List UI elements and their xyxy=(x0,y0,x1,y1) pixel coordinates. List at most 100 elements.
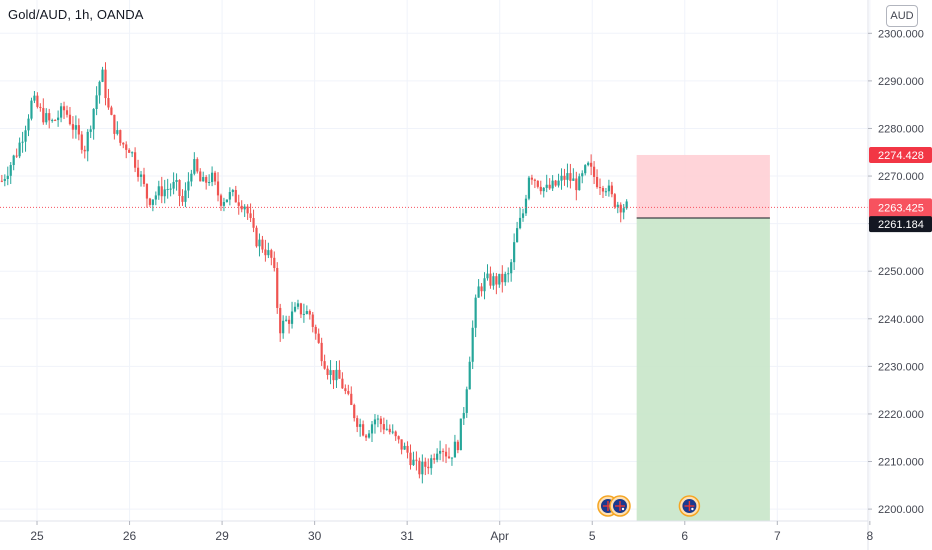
candle-body xyxy=(569,173,572,181)
candle-body xyxy=(329,370,332,376)
candle-body xyxy=(27,118,30,131)
candle-body xyxy=(110,107,113,115)
candle-body xyxy=(601,188,605,192)
candle-body xyxy=(625,201,628,209)
flag-star xyxy=(691,507,694,511)
candle-body xyxy=(54,120,57,122)
candle-body xyxy=(359,424,362,427)
au-flag-event-icon[interactable] xyxy=(678,495,701,517)
candle-body xyxy=(397,436,400,440)
candle-body xyxy=(441,450,445,452)
candle-body xyxy=(95,95,98,109)
candle-body xyxy=(587,162,590,166)
stop-loss-zone[interactable] xyxy=(636,154,770,218)
candle-body xyxy=(219,195,223,206)
candle-body xyxy=(258,239,261,247)
candle-body xyxy=(456,441,459,451)
candle-body xyxy=(430,458,433,469)
candle-body xyxy=(287,319,291,324)
candle-body xyxy=(80,134,83,150)
candle-body xyxy=(598,187,602,189)
candle-body xyxy=(367,433,371,438)
candle-body xyxy=(373,419,377,425)
y-tick-label: 2300.000 xyxy=(878,28,924,40)
candle-body xyxy=(187,181,190,191)
candle-body xyxy=(139,174,143,177)
candlestick-series xyxy=(0,62,628,484)
candle-body xyxy=(548,184,551,189)
candle-body xyxy=(379,418,382,425)
candle-body xyxy=(453,441,457,458)
candle-body xyxy=(622,208,625,213)
candle-body xyxy=(77,125,80,135)
candle-body xyxy=(492,276,495,286)
candle-body xyxy=(145,183,149,199)
candle-body xyxy=(196,159,199,172)
candle-body xyxy=(131,152,134,154)
candle-body xyxy=(619,204,622,213)
candle-body xyxy=(578,176,581,191)
take-profit-zone[interactable] xyxy=(636,217,770,521)
candle-body xyxy=(566,173,569,180)
candle-body xyxy=(270,250,273,258)
candle-body xyxy=(216,181,220,196)
currency-button[interactable]: AUD xyxy=(886,5,918,27)
candle-body xyxy=(285,319,288,321)
candle-body xyxy=(459,418,462,451)
candle-body xyxy=(193,159,196,174)
candle-body xyxy=(172,181,175,189)
candle-body xyxy=(572,178,575,181)
candle-body xyxy=(510,262,513,274)
candle-body xyxy=(83,149,86,152)
candle-body xyxy=(350,393,353,405)
candle-body xyxy=(225,199,229,203)
candle-body xyxy=(427,466,430,469)
candle-body xyxy=(45,113,48,123)
candle-body xyxy=(18,142,21,157)
y-tick-label: 2270.000 xyxy=(878,171,924,183)
candle-body xyxy=(607,185,610,192)
candle-body xyxy=(166,188,169,190)
candle-body xyxy=(107,98,110,108)
candle-body xyxy=(205,177,208,183)
candle-body xyxy=(409,452,412,466)
candle-body xyxy=(584,165,587,174)
candle-body xyxy=(252,218,255,228)
x-tick-label: 25 xyxy=(30,529,44,543)
candle-body xyxy=(356,418,359,427)
candle-body xyxy=(302,313,305,315)
candle-body xyxy=(376,418,380,420)
candle-body xyxy=(551,180,554,189)
candle-body xyxy=(468,361,471,390)
flag-star xyxy=(621,507,625,511)
candle-body xyxy=(104,69,107,99)
candle-body xyxy=(424,461,427,467)
candle-body xyxy=(477,286,480,298)
candle-body xyxy=(489,273,492,286)
candle-body xyxy=(157,186,160,196)
au-flag-event-icon[interactable] xyxy=(609,495,631,517)
candle-body xyxy=(560,175,563,181)
candle-body xyxy=(240,205,243,210)
candle-body xyxy=(421,461,424,475)
candle-body xyxy=(338,369,341,379)
candle-body xyxy=(592,166,596,177)
candle-body xyxy=(326,368,329,376)
event-markers[interactable] xyxy=(597,495,701,517)
candle-body xyxy=(507,273,510,275)
risk-reward-tool[interactable] xyxy=(636,154,770,521)
candle-body xyxy=(178,180,181,196)
candle-body xyxy=(125,144,128,150)
last-price-label: 2263.425 xyxy=(878,202,924,214)
candle-body xyxy=(39,106,42,109)
candle-body xyxy=(175,180,178,182)
candle-body xyxy=(347,391,350,394)
candle-body xyxy=(15,155,18,157)
candle-body xyxy=(169,188,172,190)
candle-body xyxy=(536,180,539,187)
candle-body xyxy=(554,180,557,186)
candle-body xyxy=(504,273,507,283)
candle-body xyxy=(267,250,270,256)
candle-body xyxy=(382,424,385,430)
